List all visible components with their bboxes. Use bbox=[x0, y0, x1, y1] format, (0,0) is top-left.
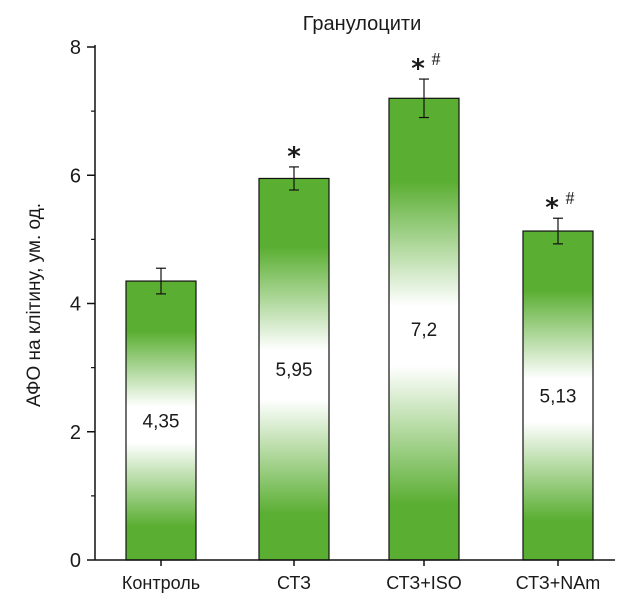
bar bbox=[388, 97, 460, 561]
x-tick-label: СТЗ+ISO bbox=[386, 573, 462, 593]
y-tick-label: 2 bbox=[70, 422, 81, 444]
y-tick-label: 0 bbox=[70, 550, 81, 572]
significance-hash: # bbox=[566, 188, 575, 208]
significance-star: * bbox=[287, 142, 301, 172]
x-tick-label: СТЗ+NAm bbox=[516, 573, 601, 593]
significance-hash: # bbox=[432, 49, 441, 69]
data-label: 4,35 bbox=[143, 412, 180, 433]
data-label: 5,95 bbox=[276, 360, 313, 381]
significance-star: * bbox=[545, 193, 559, 223]
y-axis-label: АФО на клітину, ум. од. bbox=[24, 203, 45, 407]
axes-layer: Контроль СТЗ СТЗ+ISO СТЗ+NAm 0 2 4 6 8 bbox=[70, 37, 615, 593]
x-tick-label: Контроль bbox=[122, 573, 200, 593]
x-tick-label: СТЗ bbox=[277, 573, 311, 593]
bars-layer: 4,35 5,95 * 7,2 * #5,13 * # bbox=[125, 49, 594, 561]
y-tick-label: 6 bbox=[70, 165, 81, 187]
data-label: 5,13 bbox=[540, 387, 577, 408]
y-tick-label: 8 bbox=[70, 37, 81, 59]
data-label: 7,2 bbox=[411, 320, 437, 341]
significance-star: * bbox=[411, 54, 425, 84]
bar bbox=[125, 280, 197, 561]
y-tick-label: 4 bbox=[70, 294, 81, 316]
chart-title: Гранулоцити bbox=[303, 13, 422, 35]
